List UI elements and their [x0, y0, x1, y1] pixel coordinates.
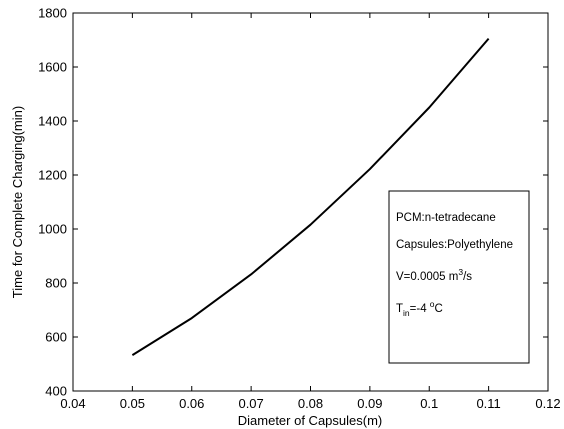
y-axis-label: Time for Complete Charging(min) — [10, 106, 25, 298]
y-tick-label: 400 — [45, 384, 67, 399]
x-axis-label: Diameter of Capsules(m) — [238, 413, 383, 428]
x-tick-label: 0.12 — [535, 396, 560, 411]
x-tick-label: 0.07 — [238, 396, 263, 411]
axis-ticks: 0.04 0.05 0.06 0.07 0.08 0.09 0.1 0.11 0.12 400 60… — [38, 6, 561, 412]
annotation-box-frame — [388, 190, 530, 364]
x-tick-label: 0.05 — [120, 396, 145, 411]
series-group — [131, 37, 490, 356]
y-tick-label: 1800 — [38, 6, 67, 21]
y-tick-label: 1200 — [38, 168, 67, 183]
y-tick-label: 600 — [45, 330, 67, 345]
x-tick-label: 0.09 — [357, 396, 382, 411]
x-tick-label: 0.1 — [420, 396, 438, 411]
y-tick-label: 1400 — [38, 114, 67, 129]
y-tick-label: 1600 — [38, 60, 67, 75]
x-tick-label: 0.04 — [60, 396, 85, 411]
annotation-capsules: Capsules:Polyethylene — [396, 239, 513, 251]
x-tick-label: 0.11 — [476, 396, 500, 411]
annotation-box: PCM:n-tetradecane Capsules:Polyethylene … — [388, 190, 530, 364]
y-tick-label: 800 — [45, 276, 67, 291]
annotation-flow-rate: V=0.0005 m3/s — [396, 267, 472, 283]
annotation-pcm: PCM:n-tetradecane — [396, 212, 496, 224]
x-tick-label: 0.06 — [179, 396, 204, 411]
y-tick-label: 1000 — [38, 222, 67, 237]
annotation-inlet-temperature: Tin=-4 oC — [396, 299, 443, 318]
series-line — [131, 37, 490, 356]
x-tick-label: 0.08 — [298, 396, 323, 411]
